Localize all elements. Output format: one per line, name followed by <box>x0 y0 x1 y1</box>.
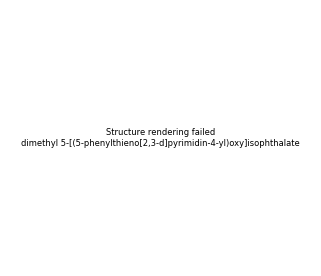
Text: Structure rendering failed
dimethyl 5-[(5-phenylthieno[2,3-d]pyrimidin-4-yl)oxy]: Structure rendering failed dimethyl 5-[(… <box>21 128 300 148</box>
